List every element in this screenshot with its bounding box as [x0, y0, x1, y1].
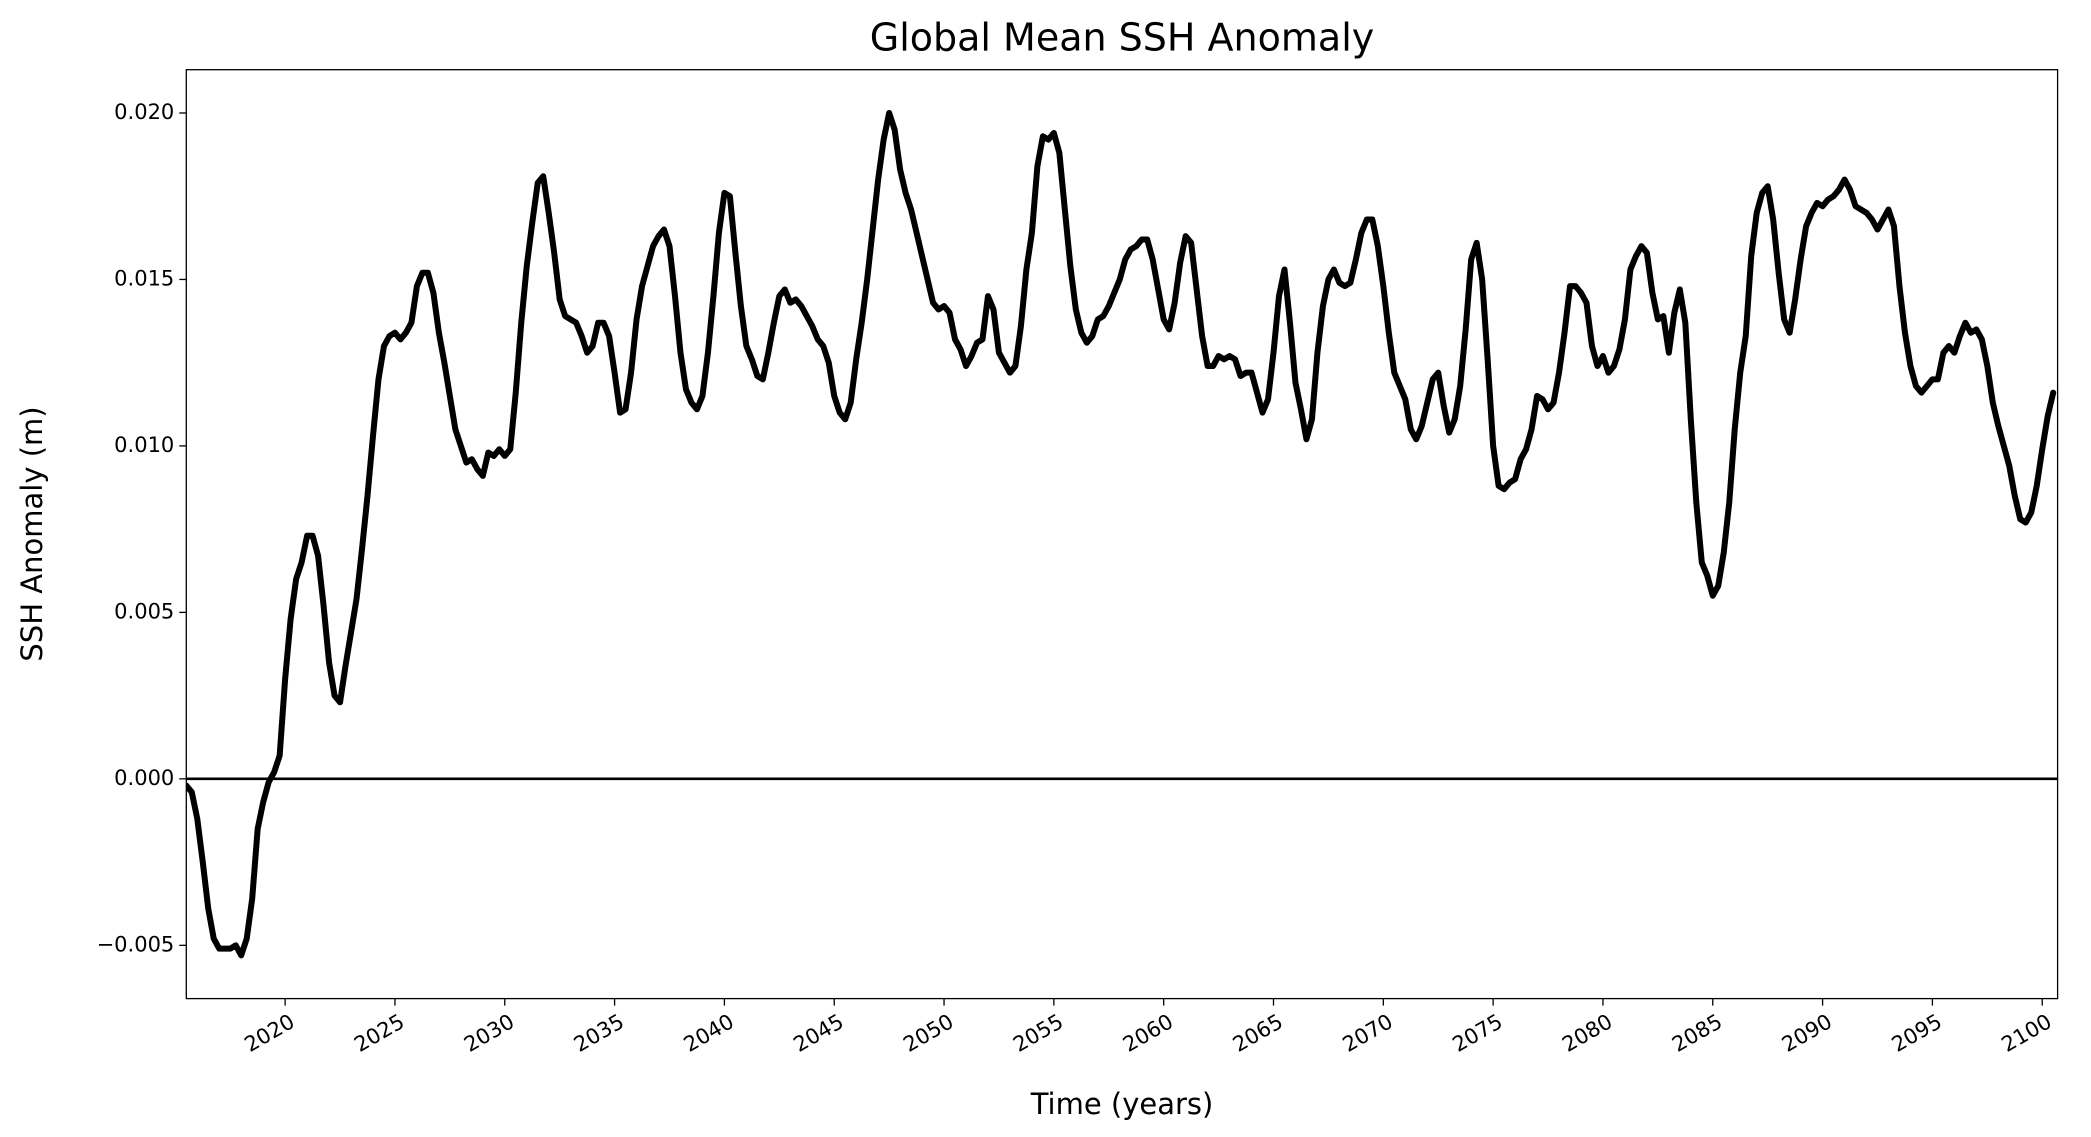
- x-tick-label: 2030: [460, 1009, 518, 1057]
- y-tick-label: −0.005: [97, 932, 175, 956]
- x-tick-label: 2080: [1558, 1009, 1616, 1057]
- y-axis-label: SSH Anomaly (m): [15, 406, 49, 661]
- y-tick-label: 0.010: [114, 433, 174, 457]
- x-tick-label: 2050: [899, 1009, 957, 1057]
- y-tick-label: 0.005: [114, 599, 174, 623]
- x-tick-label: 2075: [1448, 1009, 1506, 1057]
- y-tick-label: 0.015: [114, 266, 174, 290]
- data-line: [186, 109, 2057, 959]
- y-tick-label: 0.000: [114, 766, 174, 790]
- x-tick-label: 2045: [789, 1009, 847, 1057]
- x-tick-label: 2055: [1009, 1009, 1067, 1057]
- x-tick-label: 2085: [1668, 1009, 1726, 1057]
- x-tick-label: 2065: [1229, 1009, 1287, 1057]
- x-tick-label: 2090: [1778, 1009, 1836, 1057]
- plot-frame: [185, 69, 2059, 1000]
- x-tick-label: 2040: [680, 1009, 738, 1057]
- chart-title: Global Mean SSH Anomaly: [870, 16, 1374, 60]
- y-tick-label: 0.020: [114, 100, 174, 124]
- x-tick-label: 2020: [240, 1009, 298, 1057]
- x-tick-label: 2070: [1339, 1009, 1397, 1057]
- x-tick-label: 2060: [1119, 1009, 1177, 1057]
- x-tick-label: 2095: [1888, 1009, 1946, 1057]
- x-tick-label: 2100: [1997, 1009, 2055, 1057]
- x-tick-label: 2035: [570, 1009, 628, 1057]
- x-tick-label: 2025: [350, 1009, 408, 1057]
- x-axis-label: Time (years): [1030, 1087, 1214, 1121]
